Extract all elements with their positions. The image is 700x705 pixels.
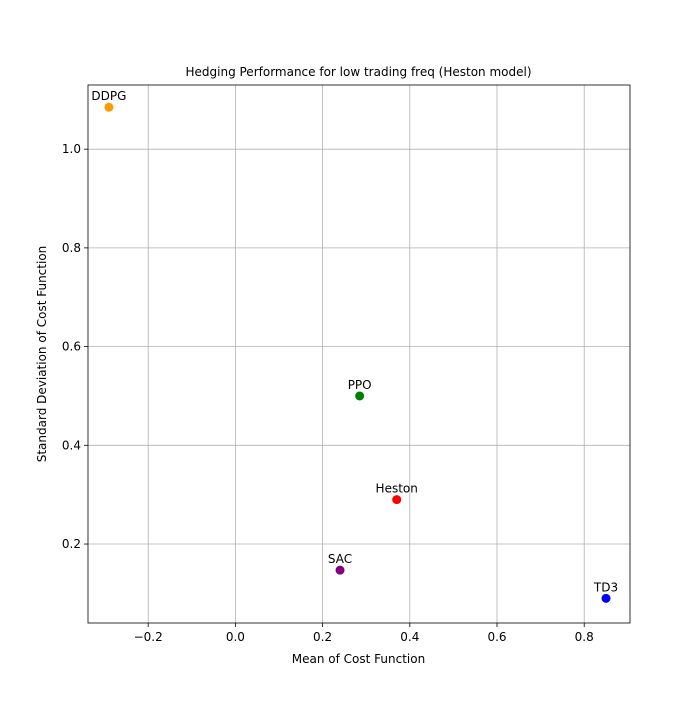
- y-tick-label: 0.6: [62, 340, 81, 354]
- x-tick-label: 0.2: [313, 630, 332, 644]
- axis-ticks: −0.2 0.0 0.2 0.4 0.6 0.8 0.2 0.4 0.6 0.8 1.0: [62, 142, 594, 644]
- data-point-heston: [392, 495, 402, 505]
- x-tick-label: 0.0: [226, 630, 245, 644]
- x-tick-label: 0.8: [575, 630, 594, 644]
- data-label-ppo: PPO: [348, 378, 372, 392]
- y-tick-label: 0.4: [62, 438, 81, 452]
- y-tick-label: 0.2: [62, 537, 81, 551]
- y-tick-label: 0.8: [62, 241, 81, 255]
- grid-lines: [88, 85, 630, 623]
- data-point-ddpg: [104, 102, 114, 112]
- y-tick-label: 1.0: [62, 142, 81, 156]
- x-axis-label: Mean of Cost Function: [292, 652, 425, 666]
- data-label-td3: TD3: [593, 580, 618, 594]
- y-axis-label: Standard Deviation of Cost Function: [35, 246, 49, 463]
- data-points: DDPG PPO Heston SAC TD3: [91, 89, 618, 603]
- x-tick-label: −0.2: [134, 630, 163, 644]
- plot-area-frame: [87, 84, 631, 624]
- x-tick-label: 0.4: [400, 630, 419, 644]
- data-label-heston: Heston: [376, 482, 418, 496]
- data-point-td3: [601, 593, 611, 603]
- data-point-sac: [335, 565, 345, 575]
- data-point-ppo: [355, 391, 365, 401]
- data-label-sac: SAC: [328, 552, 352, 566]
- chart-title: Hedging Performance for low trading freq…: [185, 65, 531, 79]
- x-tick-label: 0.6: [487, 630, 506, 644]
- data-label-ddpg: DDPG: [91, 89, 126, 103]
